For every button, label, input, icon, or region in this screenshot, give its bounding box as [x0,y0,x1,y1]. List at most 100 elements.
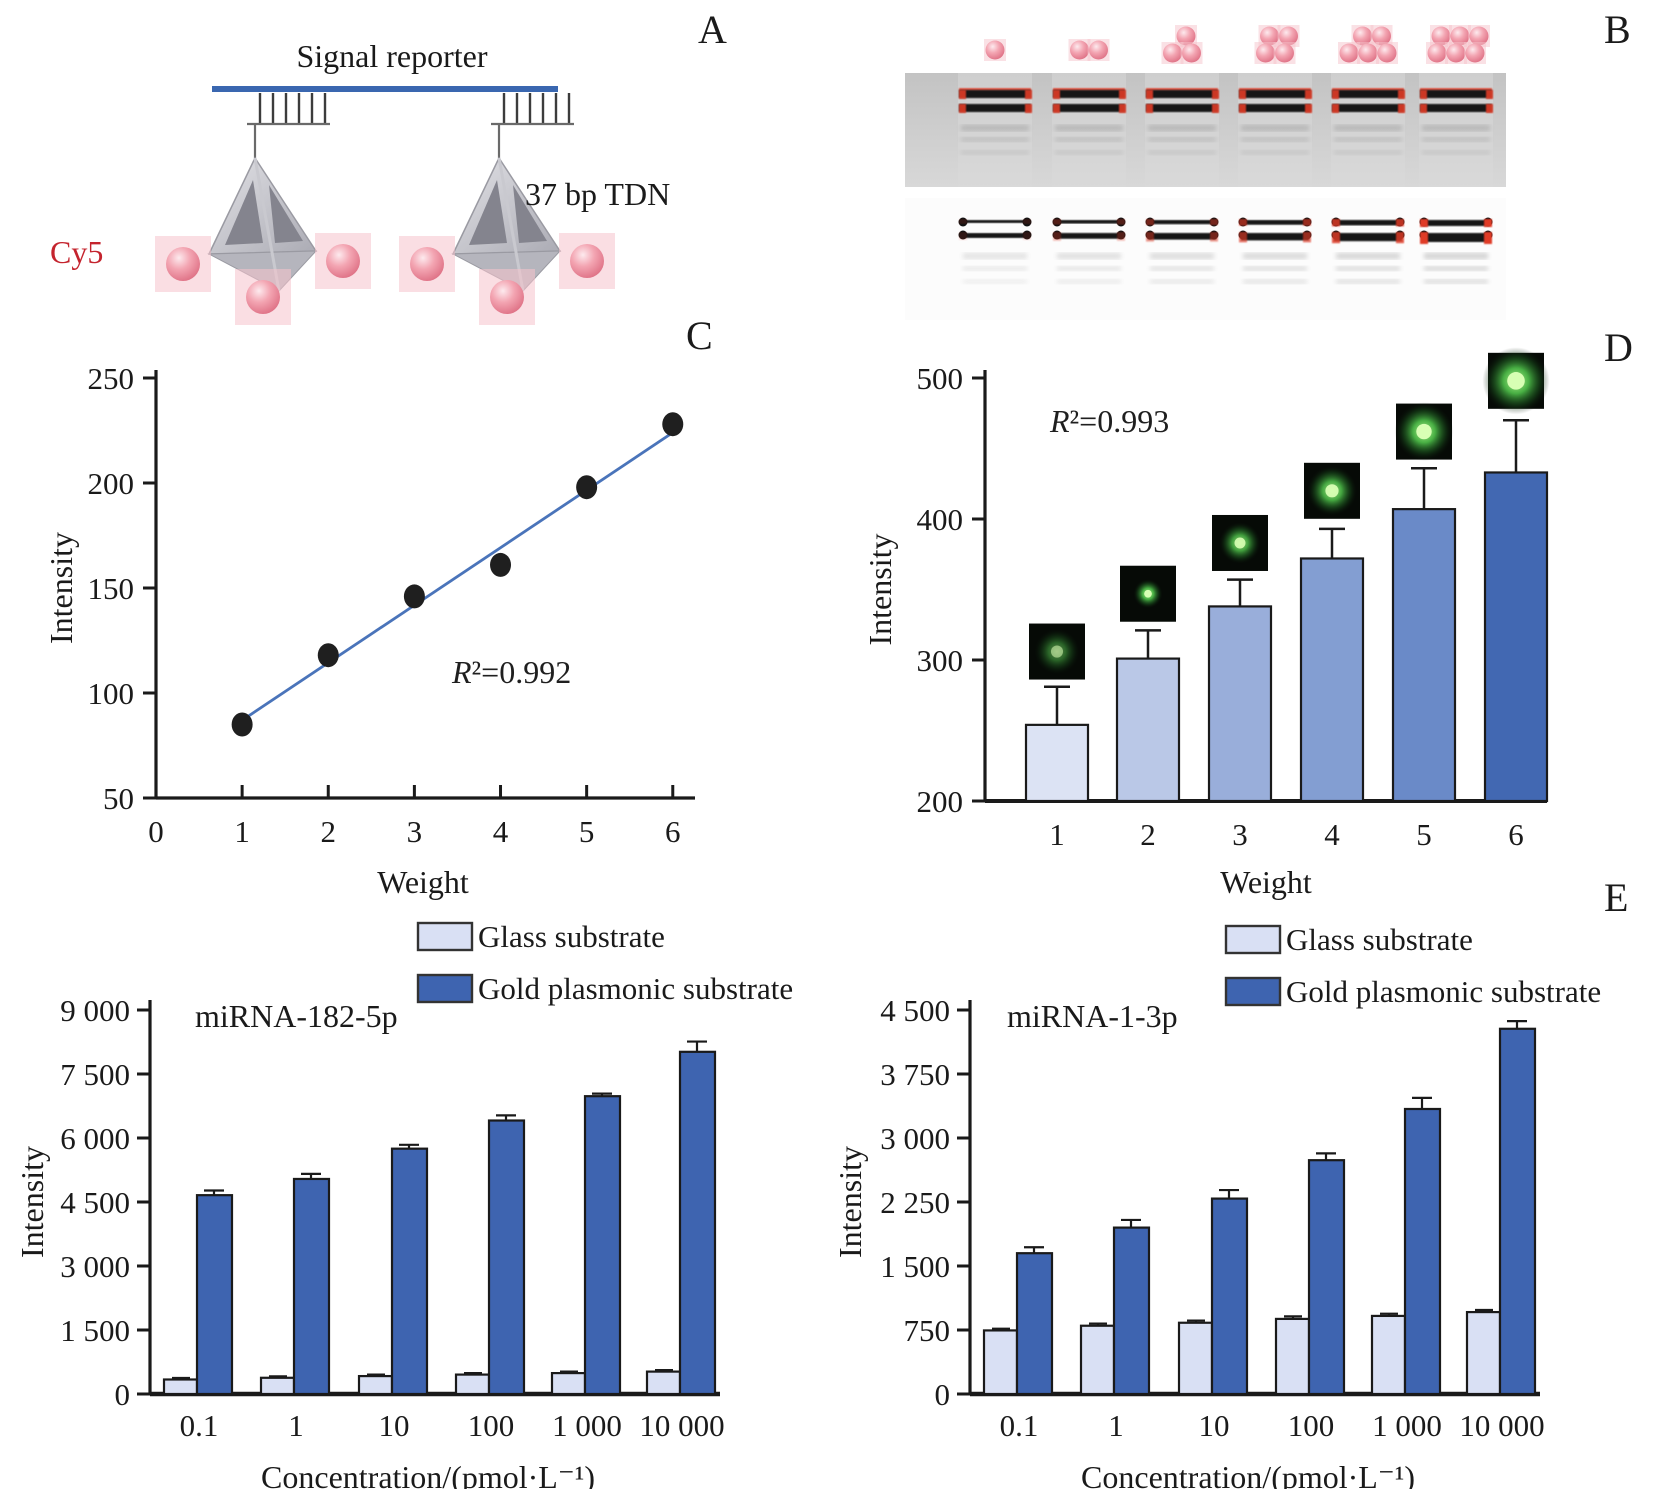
band-red-accent [1398,90,1405,99]
faint-band [961,137,1029,142]
faint-band [1243,279,1307,284]
x-tick-label: 2 [1140,817,1156,852]
x-tick-label: 0.1 [1000,1408,1039,1443]
faint-band [1241,125,1309,131]
band-red-accent [1484,232,1492,244]
faint-band [1241,150,1309,155]
y-tick-label: 4 500 [880,993,950,1028]
y-tick-label: 500 [917,361,964,396]
fit-line [241,431,674,722]
band-red-accent [1025,104,1032,113]
gel-band [1241,220,1309,225]
x-tick-label: 3 [407,814,423,849]
y-tick-label: 6 000 [60,1121,130,1156]
y-tick-label: 0 [935,1377,951,1412]
scatter-point [231,712,253,737]
band-red-accent [1484,219,1492,227]
chart-title: miRNA-182-5p [195,998,398,1034]
faint-band [1424,266,1488,271]
cy5-ball [326,244,360,278]
legend-label: Glass substrate [1286,922,1473,957]
red-ball [1450,26,1470,46]
panel-label-d: D [1604,325,1633,370]
red-ball [1465,43,1485,63]
gel-content [905,25,1506,320]
y-tick-label: 400 [917,502,964,537]
band-red-top [1053,88,1125,91]
glass-bar [454,1373,491,1396]
gel-band [1420,104,1492,112]
cy5-ball [166,247,200,281]
red-ball [1260,26,1279,46]
band-red-accent [1212,104,1219,113]
tdn-unit [155,93,371,325]
x-tick-label: 100 [1288,1408,1335,1443]
x-tick-label: 6 [665,814,681,849]
glass-bar [259,1376,296,1396]
gel-band [1334,233,1402,242]
band-red-accent [1053,219,1061,225]
panel-e1-chart: 0 1 500 3 000 4 500 6 000 7 500 9 000 0.1 1 10 100… [14,919,793,1489]
band-red-accent [1332,232,1340,244]
faint-band [1336,279,1400,284]
bottom-gel-lane [1145,217,1219,284]
gel-band [1332,104,1404,112]
x-tick-label: 5 [579,814,595,849]
gel-band [961,233,1029,238]
faint-band [1150,279,1214,284]
gel-band [1420,90,1492,98]
scatter-point [576,475,598,500]
bar [1207,605,1273,803]
cy5-ball [246,280,280,314]
faint-band [963,253,1027,259]
tetrahedron-edge [497,157,525,292]
lane-ball-cluster [1068,39,1110,61]
legend-label: Glass substrate [478,919,665,954]
band-red-accent [1146,90,1153,99]
panel-label-a: A [698,7,727,52]
gold-bar [678,1050,717,1396]
red-ball [985,40,1005,60]
legend-swatch [416,921,474,952]
gel-band [959,104,1031,112]
faint-band [1334,150,1402,155]
panel-label-c: C [686,313,713,358]
red-ball [1163,43,1182,63]
scatter-point [490,552,512,577]
x-tick-label: 4 [493,814,509,849]
cy5-ball [410,247,444,281]
panel-d-chart: 200 300 400 500 1 2 3 4 5 6 R²=0.993 Weight Intensit… [862,347,1550,900]
glass-bar [357,1374,394,1396]
y-tick-label: 200 [88,466,135,501]
y-tick-label: 300 [917,643,964,678]
chart-title: miRNA-1-3p [1007,998,1178,1034]
fluorescence-spot-core [1234,537,1246,549]
band-red-accent [1053,232,1061,241]
x-axis-title: Weight [1220,864,1312,900]
y-axis-title: Intensity [832,1146,868,1258]
lane-ball-cluster [1338,25,1398,64]
gel-band [1239,90,1311,98]
band-red-accent [959,232,967,240]
red-ball [1176,26,1196,46]
faint-band [1148,137,1216,142]
faint-band [1055,137,1123,142]
panel-c-chart: 50 100 150 200 250 0 1 2 3 4 5 6 R²=0.992 Weight Inten… [43,361,695,900]
gel-band [961,220,1029,223]
bar [1299,557,1365,803]
y-axis-title: Intensity [43,532,79,644]
x-tick-label: 10 000 [639,1408,724,1443]
glass-bar [1079,1324,1116,1396]
red-ball [1070,40,1089,60]
band-red-accent [1398,104,1405,113]
gold-bar [1210,1197,1249,1396]
band-red-accent [959,219,967,224]
legend-label: Gold plasmonic substrate [478,971,793,1006]
gel-band [1332,90,1404,98]
r-squared-annotation: R²=0.992 [451,654,571,690]
x-tick-label: 1 [234,814,250,849]
band-red-accent [1396,232,1404,244]
x-tick-label: 2 [321,814,337,849]
panel-label-b: B [1604,7,1631,52]
